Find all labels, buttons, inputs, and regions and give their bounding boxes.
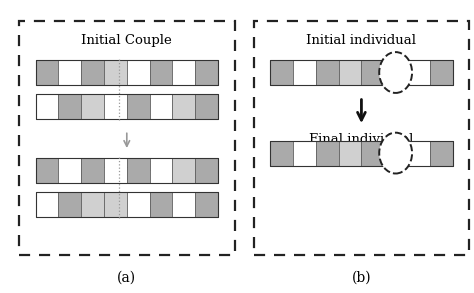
- Bar: [316, 60, 338, 85]
- Bar: [270, 141, 453, 166]
- Bar: [254, 21, 469, 255]
- Bar: [36, 94, 58, 119]
- Ellipse shape: [379, 133, 412, 173]
- Text: (b): (b): [352, 271, 371, 285]
- Bar: [36, 158, 58, 183]
- Bar: [195, 158, 218, 183]
- Bar: [361, 60, 384, 85]
- Bar: [430, 141, 453, 166]
- Text: Initial Couple: Initial Couple: [82, 34, 172, 47]
- Bar: [127, 158, 150, 183]
- Text: Initial individual: Initial individual: [306, 34, 417, 47]
- Bar: [270, 60, 453, 85]
- Bar: [173, 158, 195, 183]
- Bar: [58, 60, 81, 85]
- Bar: [81, 158, 104, 183]
- Bar: [36, 192, 218, 217]
- Bar: [36, 94, 218, 119]
- Bar: [150, 60, 173, 85]
- Bar: [173, 192, 195, 217]
- Bar: [58, 158, 81, 183]
- Bar: [173, 94, 195, 119]
- Bar: [293, 141, 316, 166]
- Bar: [81, 60, 104, 85]
- Bar: [150, 158, 173, 183]
- Bar: [104, 158, 127, 183]
- Bar: [407, 60, 430, 85]
- Bar: [270, 141, 453, 166]
- Bar: [195, 192, 218, 217]
- Bar: [36, 60, 218, 85]
- Bar: [36, 192, 58, 217]
- Text: Final individual: Final individual: [309, 133, 414, 146]
- Bar: [316, 141, 338, 166]
- Bar: [36, 192, 218, 217]
- Bar: [104, 60, 127, 85]
- Ellipse shape: [379, 52, 412, 93]
- Bar: [127, 192, 150, 217]
- Bar: [338, 60, 361, 85]
- Text: (a): (a): [117, 271, 137, 285]
- Bar: [36, 60, 58, 85]
- Bar: [127, 60, 150, 85]
- Bar: [36, 158, 218, 183]
- Bar: [36, 158, 218, 183]
- Bar: [150, 192, 173, 217]
- Bar: [270, 60, 293, 85]
- Bar: [407, 141, 430, 166]
- Bar: [19, 21, 235, 255]
- Bar: [270, 141, 293, 166]
- Bar: [384, 60, 407, 85]
- Bar: [338, 141, 361, 166]
- Text: Final Couple: Final Couple: [84, 158, 169, 171]
- Bar: [104, 192, 127, 217]
- Bar: [104, 94, 127, 119]
- Bar: [293, 60, 316, 85]
- Bar: [36, 60, 218, 85]
- Bar: [384, 141, 407, 166]
- Bar: [361, 141, 384, 166]
- Bar: [58, 192, 81, 217]
- Bar: [81, 94, 104, 119]
- Bar: [150, 94, 173, 119]
- Bar: [36, 94, 218, 119]
- Bar: [195, 94, 218, 119]
- Bar: [58, 94, 81, 119]
- Bar: [173, 60, 195, 85]
- Bar: [430, 60, 453, 85]
- Bar: [270, 60, 453, 85]
- Bar: [195, 60, 218, 85]
- Bar: [127, 94, 150, 119]
- Bar: [81, 192, 104, 217]
